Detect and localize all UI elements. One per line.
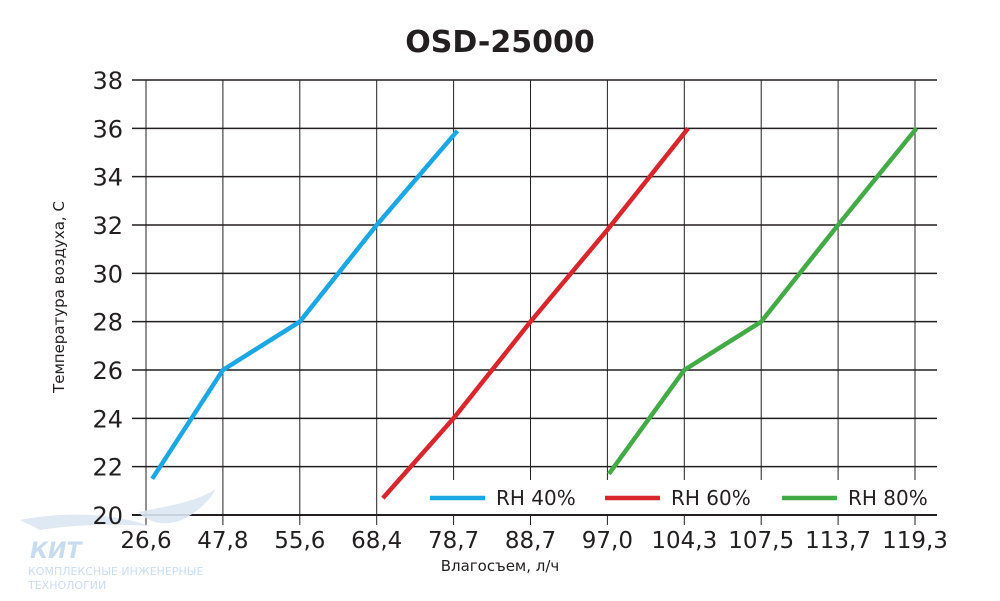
series-lines bbox=[150, 126, 919, 500]
x-tick-label: 88,7 bbox=[505, 528, 556, 554]
y-tick-label: 30 bbox=[92, 260, 123, 288]
chart-title: OSD-25000 bbox=[405, 25, 594, 60]
x-tick-label: 55,6 bbox=[274, 528, 325, 554]
x-tick-label: 119,3 bbox=[882, 528, 948, 554]
x-tick-label: 107,5 bbox=[728, 528, 794, 554]
y-tick-label: 26 bbox=[92, 357, 123, 385]
legend: RH 40% RH 60% RH 80% bbox=[420, 480, 938, 514]
x-axis-label: Влагосъем, л/ч bbox=[441, 557, 560, 575]
y-tick-label: 38 bbox=[92, 67, 123, 95]
tick-labels: 20 22 24 26 28 30 32 34 36 38 26,6 47,8 55,6 68,4 78,7… bbox=[92, 67, 947, 554]
y-tick-label: 36 bbox=[92, 115, 123, 143]
y-tick-label: 28 bbox=[92, 309, 123, 337]
x-tick-label: 26,6 bbox=[120, 528, 171, 554]
watermark-brand: КИТ bbox=[30, 539, 83, 564]
series-line-1 bbox=[150, 129, 460, 481]
x-tick-label: 68,4 bbox=[351, 528, 402, 554]
series-line-3 bbox=[607, 126, 919, 476]
x-tick-label: 78,7 bbox=[428, 528, 479, 554]
y-tick-label: 34 bbox=[92, 164, 123, 192]
legend-background bbox=[420, 480, 938, 514]
y-tick-label: 24 bbox=[92, 405, 123, 433]
y-tick-label: 20 bbox=[92, 502, 123, 530]
y-tick-label: 22 bbox=[92, 454, 123, 482]
x-tick-label: 47,8 bbox=[197, 528, 248, 554]
y-axis-label: Температура воздуха, С bbox=[50, 201, 68, 394]
x-tick-label: 113,7 bbox=[805, 528, 871, 554]
bird-logo-icon bbox=[20, 489, 216, 530]
legend-label: RH 60% bbox=[671, 486, 751, 510]
legend-label: RH 40% bbox=[496, 486, 576, 510]
legend-label: RH 80% bbox=[848, 486, 928, 510]
x-tick-label: 104,3 bbox=[651, 528, 717, 554]
x-tick-label: 97,0 bbox=[582, 528, 633, 554]
watermark-logo: КИТ КОМПЛЕКСНЫЕ ИНЖЕНЕРНЫЕ ТЕХНОЛОГИИ bbox=[20, 489, 216, 592]
watermark-line2: ТЕХНОЛОГИИ bbox=[27, 579, 106, 592]
grid bbox=[132, 79, 937, 525]
watermark-line1: КОМПЛЕКСНЫЕ ИНЖЕНЕРНЫЕ bbox=[28, 565, 203, 578]
series-line-2 bbox=[381, 126, 690, 500]
y-tick-label: 32 bbox=[92, 212, 123, 240]
